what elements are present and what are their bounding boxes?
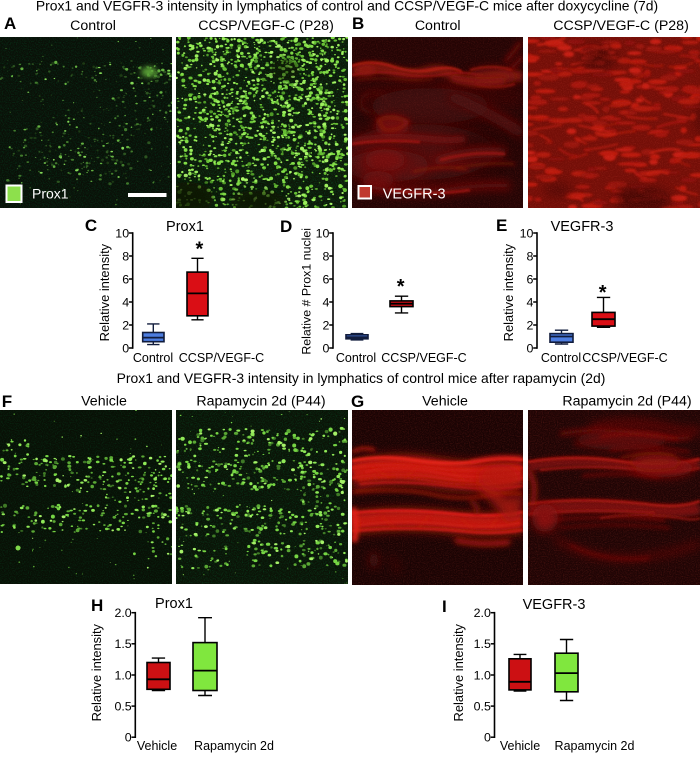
- svg-text:2: 2: [526, 318, 533, 332]
- svg-text:Relative # Prox1 nuclei: Relative # Prox1 nuclei: [299, 228, 313, 355]
- svg-text:Vehicle: Vehicle: [81, 394, 127, 410]
- svg-text:0: 0: [322, 341, 329, 355]
- svg-text:Relative intensity: Relative intensity: [89, 623, 104, 721]
- svg-text:H: H: [91, 596, 103, 615]
- svg-text:1.0: 1.0: [474, 668, 491, 682]
- svg-text:Control: Control: [336, 351, 376, 365]
- svg-text:CCSP/VEGF-C: CCSP/VEGF-C: [381, 351, 466, 365]
- svg-text:2: 2: [122, 318, 129, 332]
- svg-text:6: 6: [122, 272, 129, 286]
- svg-text:Relative intensity: Relative intensity: [451, 623, 466, 721]
- svg-text:0.5: 0.5: [474, 700, 491, 714]
- svg-text:2.0: 2.0: [474, 606, 491, 620]
- svg-text:2: 2: [322, 318, 329, 332]
- svg-text:VEGFR-3: VEGFR-3: [551, 219, 614, 235]
- svg-text:*: *: [599, 282, 607, 304]
- svg-text:Relative intensity: Relative intensity: [97, 243, 112, 341]
- svg-text:F: F: [2, 392, 12, 411]
- svg-text:Prox1: Prox1: [166, 219, 204, 235]
- svg-text:Vehicle: Vehicle: [422, 394, 468, 410]
- svg-text:10: 10: [316, 226, 330, 240]
- svg-text:G: G: [351, 392, 364, 411]
- svg-text:D: D: [280, 217, 292, 236]
- svg-text:6: 6: [526, 272, 533, 286]
- svg-text:10: 10: [115, 226, 129, 240]
- svg-text:CCSP/VEGF-C: CCSP/VEGF-C: [179, 351, 264, 365]
- svg-text:Control: Control: [70, 18, 116, 34]
- svg-text:10: 10: [520, 226, 534, 240]
- svg-text:0: 0: [484, 731, 491, 745]
- svg-text:*: *: [196, 239, 204, 261]
- svg-text:Rapamycin 2d: Rapamycin 2d: [194, 739, 274, 753]
- svg-text:Prox1 and VEGFR-3 intensity in: Prox1 and VEGFR-3 intensity in lymphatic…: [117, 370, 606, 386]
- svg-text:Rapamycin 2d: Rapamycin 2d: [555, 739, 635, 753]
- svg-text:B: B: [352, 14, 364, 33]
- svg-text:Prox1 and VEGFR-3 intensity in: Prox1 and VEGFR-3 intensity in lymphatic…: [36, 0, 658, 14]
- svg-text:6: 6: [322, 272, 329, 286]
- svg-text:*: *: [397, 276, 405, 298]
- svg-text:8: 8: [122, 249, 129, 263]
- svg-text:Vehicle: Vehicle: [500, 739, 540, 753]
- svg-text:I: I: [442, 597, 447, 616]
- svg-text:1.5: 1.5: [114, 637, 131, 651]
- svg-text:Control: Control: [133, 351, 173, 365]
- svg-text:Control: Control: [541, 351, 581, 365]
- svg-text:E: E: [496, 216, 507, 235]
- svg-text:Control: Control: [415, 18, 461, 34]
- svg-text:VEGFR-3: VEGFR-3: [383, 187, 446, 203]
- svg-text:0: 0: [122, 341, 129, 355]
- svg-text:A: A: [4, 14, 16, 33]
- svg-text:8: 8: [526, 249, 533, 263]
- svg-text:4: 4: [526, 295, 533, 309]
- svg-text:Vehicle: Vehicle: [137, 739, 177, 753]
- svg-text:8: 8: [322, 249, 329, 263]
- svg-text:C: C: [85, 216, 97, 235]
- svg-text:Rapamycin 2d (P44): Rapamycin 2d (P44): [562, 394, 691, 410]
- svg-text:0: 0: [125, 731, 132, 745]
- svg-text:CCSP/VEGF-C: CCSP/VEGF-C: [582, 351, 667, 365]
- svg-text:0: 0: [526, 341, 533, 355]
- svg-text:CCSP/VEGF-C (P28): CCSP/VEGF-C (P28): [553, 18, 689, 34]
- svg-text:4: 4: [322, 295, 329, 309]
- svg-text:Rapamycin 2d (P44): Rapamycin 2d (P44): [196, 394, 325, 410]
- svg-text:0.5: 0.5: [114, 700, 131, 714]
- svg-text:VEGFR-3: VEGFR-3: [523, 597, 586, 613]
- svg-text:Relative intensity: Relative intensity: [501, 243, 516, 341]
- svg-text:2.0: 2.0: [114, 606, 131, 620]
- svg-text:1.5: 1.5: [474, 637, 491, 651]
- svg-text:Prox1: Prox1: [155, 596, 193, 612]
- svg-text:CCSP/VEGF-C (P28): CCSP/VEGF-C (P28): [198, 18, 334, 34]
- svg-text:1.0: 1.0: [114, 668, 131, 682]
- svg-text:Prox1: Prox1: [32, 186, 69, 202]
- svg-text:4: 4: [122, 295, 129, 309]
